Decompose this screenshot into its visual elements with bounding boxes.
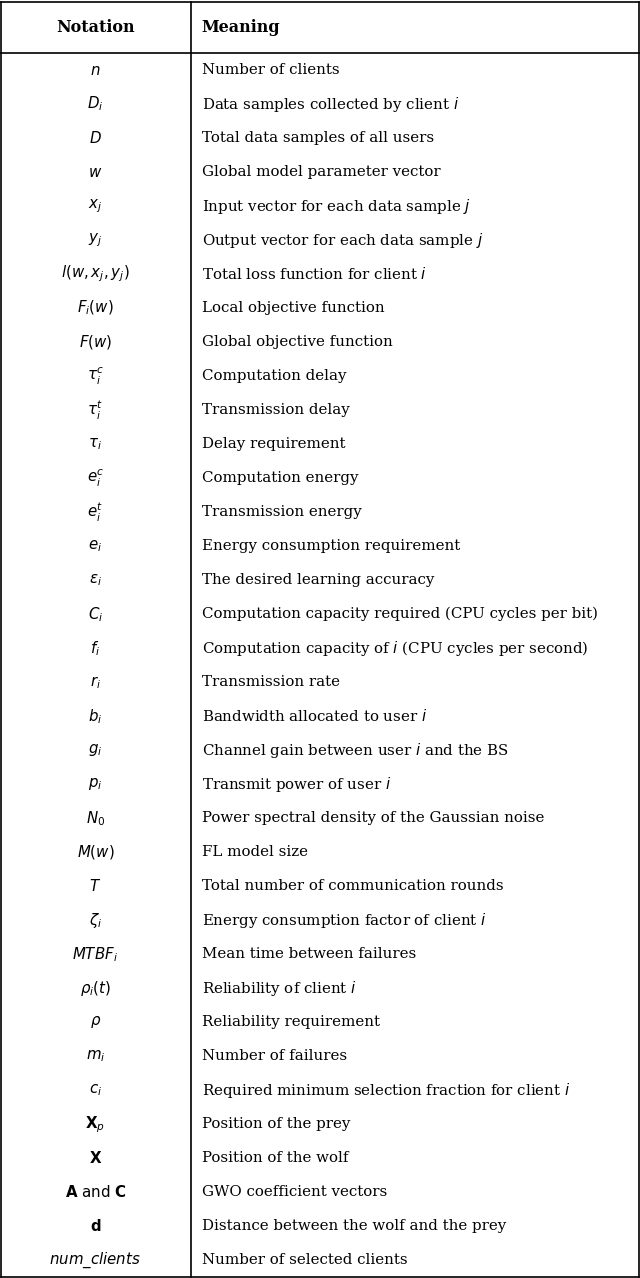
Text: $y_j$: $y_j$ — [88, 231, 102, 249]
Text: $b_i$: $b_i$ — [88, 707, 102, 726]
Text: $MTBF_i$: $MTBF_i$ — [72, 944, 118, 964]
Text: GWO coefficient vectors: GWO coefficient vectors — [202, 1185, 387, 1199]
Text: $e_i^c$: $e_i^c$ — [86, 468, 104, 488]
Text: $\zeta_i$: $\zeta_i$ — [89, 911, 102, 930]
Text: Bandwidth allocated to user $i$: Bandwidth allocated to user $i$ — [202, 708, 427, 725]
Text: Required minimum selection fraction for client $i$: Required minimum selection fraction for … — [202, 1081, 570, 1100]
Text: Meaning: Meaning — [202, 19, 280, 36]
Text: $\mathbf{A}$ and $\mathbf{C}$: $\mathbf{A}$ and $\mathbf{C}$ — [65, 1185, 126, 1200]
Text: $p_i$: $p_i$ — [88, 776, 102, 792]
Text: $x_j$: $x_j$ — [88, 197, 102, 215]
Text: Power spectral density of the Gaussian noise: Power spectral density of the Gaussian n… — [202, 812, 544, 826]
Text: $\mathbf{X}_p$: $\mathbf{X}_p$ — [85, 1114, 106, 1135]
Text: Transmit power of user $i$: Transmit power of user $i$ — [202, 774, 391, 794]
Text: Energy consumption requirement: Energy consumption requirement — [202, 539, 460, 553]
Text: $D_i$: $D_i$ — [87, 95, 104, 114]
Text: $m_i$: $m_i$ — [86, 1048, 105, 1065]
Text: Transmission energy: Transmission energy — [202, 505, 362, 519]
Text: $\rho_i(t)$: $\rho_i(t)$ — [80, 979, 111, 998]
Text: $F_i(w)$: $F_i(w)$ — [77, 299, 114, 317]
Text: Channel gain between user $i$ and the BS: Channel gain between user $i$ and the BS — [202, 741, 508, 759]
Text: Total data samples of all users: Total data samples of all users — [202, 132, 434, 146]
Text: Number of selected clients: Number of selected clients — [202, 1254, 407, 1268]
Text: $num\_clients$: $num\_clients$ — [49, 1251, 141, 1270]
Text: $l(w, x_j, y_j)$: $l(w, x_j, y_j)$ — [61, 263, 130, 285]
Text: Local objective function: Local objective function — [202, 302, 384, 316]
Text: $c_i$: $c_i$ — [89, 1082, 102, 1098]
Text: Computation capacity of $i$ (CPU cycles per second): Computation capacity of $i$ (CPU cycles … — [202, 639, 588, 658]
Text: Number of clients: Number of clients — [202, 63, 339, 77]
Text: $\tau_i^c$: $\tau_i^c$ — [86, 366, 104, 387]
Text: Mean time between failures: Mean time between failures — [202, 947, 416, 961]
Text: $F(w)$: $F(w)$ — [79, 334, 112, 351]
Text: Computation energy: Computation energy — [202, 472, 358, 486]
Text: Number of failures: Number of failures — [202, 1049, 347, 1063]
Text: $r_i$: $r_i$ — [90, 674, 101, 690]
Text: $\tau_i^t$: $\tau_i^t$ — [87, 399, 104, 422]
Text: $n$: $n$ — [90, 63, 100, 78]
Text: Reliability of client $i$: Reliability of client $i$ — [202, 979, 356, 998]
Text: Data samples collected by client $i$: Data samples collected by client $i$ — [202, 95, 459, 114]
Text: Notation: Notation — [56, 19, 134, 36]
Text: FL model size: FL model size — [202, 845, 308, 859]
Text: $\epsilon_i$: $\epsilon_i$ — [89, 573, 102, 588]
Text: $M(w)$: $M(w)$ — [77, 843, 114, 861]
Text: $e_i$: $e_i$ — [88, 538, 102, 555]
Text: $D$: $D$ — [89, 130, 102, 146]
Text: $\mathbf{X}$: $\mathbf{X}$ — [89, 1150, 102, 1167]
Text: Computation delay: Computation delay — [202, 369, 346, 383]
Text: $\tau_i$: $\tau_i$ — [88, 436, 102, 452]
Text: $N_0$: $N_0$ — [86, 809, 105, 828]
Text: $\mathbf{d}$: $\mathbf{d}$ — [90, 1218, 101, 1235]
Text: Energy consumption factor of client $i$: Energy consumption factor of client $i$ — [202, 911, 486, 930]
Text: Global model parameter vector: Global model parameter vector — [202, 165, 440, 179]
Text: $C_i$: $C_i$ — [88, 604, 103, 624]
Text: $w$: $w$ — [88, 165, 102, 180]
Text: Reliability requirement: Reliability requirement — [202, 1015, 380, 1029]
Text: Transmission delay: Transmission delay — [202, 403, 349, 417]
Text: $g_i$: $g_i$ — [88, 743, 102, 758]
Text: Delay requirement: Delay requirement — [202, 437, 345, 451]
Text: $f_i$: $f_i$ — [90, 639, 100, 658]
Text: $T$: $T$ — [90, 878, 101, 895]
Text: Total number of communication rounds: Total number of communication rounds — [202, 879, 503, 893]
Text: Output vector for each data sample $j$: Output vector for each data sample $j$ — [202, 230, 483, 249]
Text: Distance between the wolf and the prey: Distance between the wolf and the prey — [202, 1219, 506, 1233]
Text: $e_i^t$: $e_i^t$ — [87, 501, 104, 524]
Text: Computation capacity required (CPU cycles per bit): Computation capacity required (CPU cycle… — [202, 607, 598, 621]
Text: Input vector for each data sample $j$: Input vector for each data sample $j$ — [202, 197, 470, 216]
Text: The desired learning accuracy: The desired learning accuracy — [202, 573, 434, 587]
Text: Position of the prey: Position of the prey — [202, 1117, 350, 1131]
Text: Global objective function: Global objective function — [202, 335, 392, 349]
Text: $\rho$: $\rho$ — [90, 1015, 101, 1030]
Text: Transmission rate: Transmission rate — [202, 675, 340, 689]
Text: Total loss function for client $i$: Total loss function for client $i$ — [202, 266, 427, 282]
Text: Position of the wolf: Position of the wolf — [202, 1151, 348, 1166]
